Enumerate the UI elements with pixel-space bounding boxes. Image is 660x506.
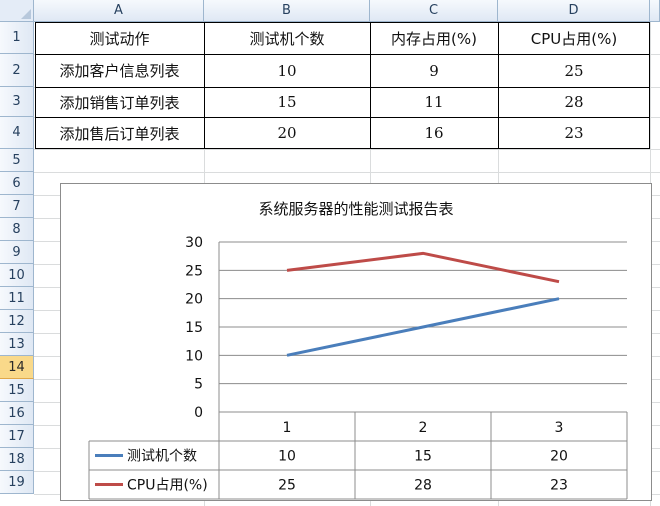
- row-header-7[interactable]: 7: [0, 195, 34, 218]
- table-line: [498, 22, 499, 149]
- column-header-a[interactable]: A: [34, 0, 204, 22]
- table-cell[interactable]: 25: [564, 61, 584, 80]
- row-header-2[interactable]: 2: [0, 54, 34, 87]
- row-header-18[interactable]: 18: [0, 448, 34, 471]
- row-header-1[interactable]: 1: [0, 22, 34, 54]
- legend-label-1: CPU占用(%): [127, 478, 208, 494]
- series-line-0: [286, 297, 560, 357]
- y-tick-label: 25: [185, 263, 203, 279]
- row-header-10[interactable]: 10: [0, 264, 34, 287]
- row-header-12[interactable]: 12: [0, 310, 34, 333]
- table-line: [35, 54, 650, 55]
- header-cell[interactable]: 测试动作: [89, 29, 150, 48]
- row-header-15[interactable]: 15: [0, 379, 34, 402]
- column-header-d[interactable]: D: [498, 0, 650, 22]
- header-cell[interactable]: CPU占用(%): [530, 29, 618, 48]
- row-header-13[interactable]: 13: [0, 333, 34, 356]
- y-tick-label: 30: [185, 235, 203, 251]
- row-header-17[interactable]: 17: [0, 425, 34, 448]
- column-header-b[interactable]: B: [204, 0, 370, 22]
- header-cell[interactable]: 内存占用(%): [391, 29, 477, 48]
- row-header-19[interactable]: 19: [0, 471, 34, 494]
- data-table-value: 28: [414, 478, 432, 494]
- table-cell[interactable]: 16: [424, 124, 444, 142]
- header-cell[interactable]: 测试机个数: [249, 29, 325, 48]
- y-tick-label: 0: [194, 405, 203, 421]
- row-header-14[interactable]: 14: [0, 356, 34, 379]
- row-header-16[interactable]: 16: [0, 402, 34, 425]
- table-line: [204, 22, 205, 149]
- column-header-c[interactable]: C: [370, 0, 498, 22]
- y-tick-label: 20: [185, 292, 203, 308]
- x-category-label: 3: [555, 420, 564, 436]
- table-cell[interactable]: 10: [277, 61, 297, 80]
- series-line-1: [286, 251, 560, 284]
- table-cell[interactable]: 23: [564, 124, 584, 142]
- column-header-e[interactable]: [650, 0, 660, 22]
- select-all-corner[interactable]: [0, 0, 34, 22]
- data-table-value: 23: [550, 478, 568, 494]
- table-cell[interactable]: 添加售后订单列表: [59, 124, 180, 143]
- x-category-label: 2: [419, 420, 428, 436]
- table-border: [35, 22, 650, 149]
- chart-title: 系统服务器的性能测试报告表: [258, 200, 454, 218]
- x-category-label: 1: [283, 420, 292, 436]
- table-line: [370, 22, 371, 149]
- table-cell[interactable]: 11: [424, 93, 444, 111]
- data-table-value: 15: [414, 449, 432, 465]
- table-cell[interactable]: 添加销售订单列表: [59, 93, 180, 112]
- table-cell[interactable]: 28: [564, 93, 584, 111]
- table-line: [35, 117, 650, 118]
- data-table-value: 20: [550, 449, 568, 465]
- table-cell[interactable]: 添加客户信息列表: [59, 62, 180, 80]
- row-header-9[interactable]: 9: [0, 241, 34, 264]
- gridline: [34, 149, 660, 150]
- row-header-3[interactable]: 3: [0, 87, 34, 117]
- table-cell[interactable]: 20: [277, 124, 297, 142]
- line-chart[interactable]: 系统服务器的性能测试报告表 0 5 10 15 20 25 30 1 2 3 测试机个数 10 15 20…: [60, 183, 652, 501]
- y-tick-label: 15: [185, 320, 203, 336]
- row-header-8[interactable]: 8: [0, 218, 34, 241]
- y-tick-label: 10: [185, 348, 203, 364]
- select-all-icon: [21, 9, 31, 19]
- row-header-11[interactable]: 11: [0, 287, 34, 310]
- table-line: [35, 87, 650, 88]
- row-header-4[interactable]: 4: [0, 117, 34, 149]
- table-background: [35, 22, 650, 149]
- data-table-value: 25: [278, 478, 296, 494]
- row-header-6[interactable]: 6: [0, 172, 34, 195]
- table-cell[interactable]: 15: [277, 93, 297, 111]
- legend-label-0: 测试机个数: [127, 449, 197, 465]
- row-header-5[interactable]: 5: [0, 149, 34, 172]
- table-cell[interactable]: 9: [429, 61, 439, 80]
- gridline: [34, 172, 660, 173]
- data-table-value: 10: [278, 449, 296, 465]
- y-tick-label: 5: [194, 377, 203, 393]
